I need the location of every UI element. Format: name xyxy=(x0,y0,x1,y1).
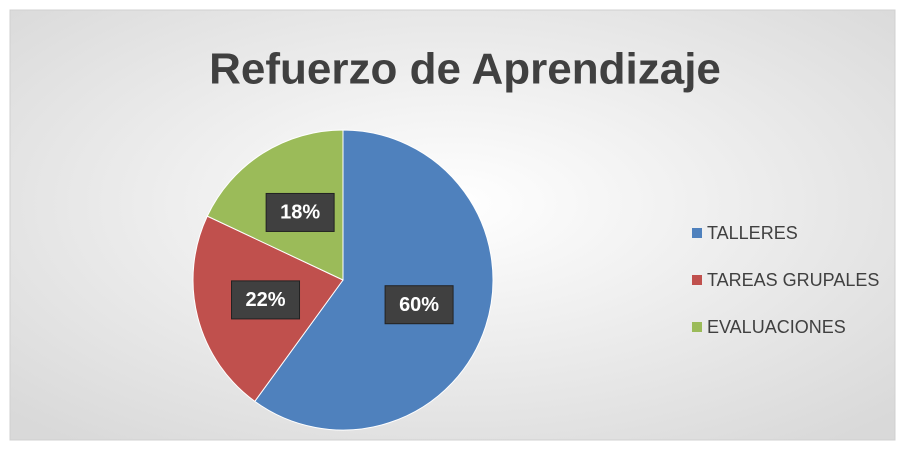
legend-swatch xyxy=(692,275,702,285)
legend-swatch xyxy=(692,228,702,238)
legend-swatch xyxy=(692,322,702,332)
data-label-box xyxy=(231,280,301,320)
chart-title: Refuerzo de Aprendizaje xyxy=(209,45,721,94)
data-label-box xyxy=(265,192,335,232)
data-label-box xyxy=(384,285,454,325)
data-label: 18% xyxy=(280,202,320,224)
pie-slice xyxy=(254,129,494,431)
data-label: 22% xyxy=(245,289,285,311)
legend-label: TAREAS GRUPALES xyxy=(707,270,879,290)
data-label: 60% xyxy=(399,294,439,316)
legend-label: EVALUACIONES xyxy=(707,317,846,337)
legend-label: TALLERES xyxy=(707,223,798,243)
